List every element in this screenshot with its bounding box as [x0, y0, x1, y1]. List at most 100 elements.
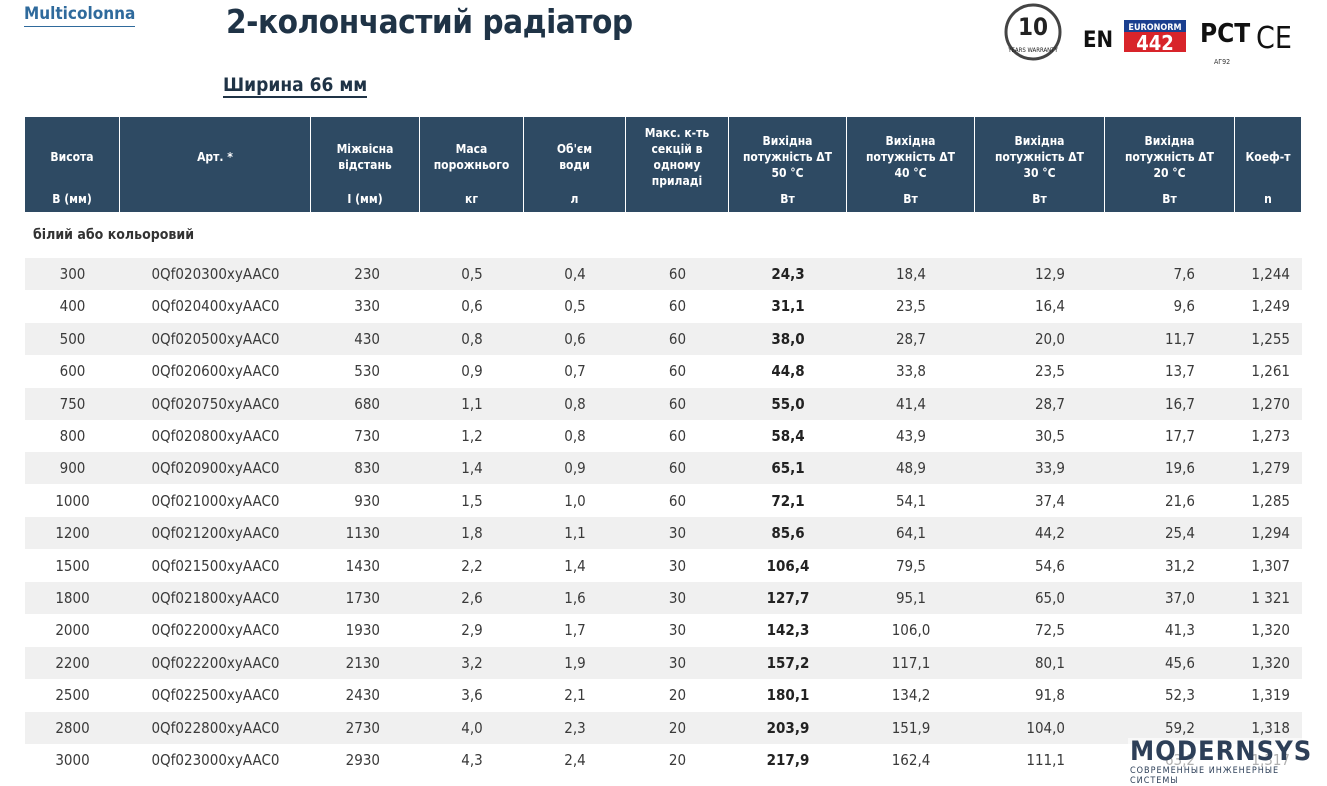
table-cell: 54,1: [895, 491, 927, 510]
warranty-years: 10: [1018, 13, 1048, 41]
table-cell: 0,6: [461, 297, 483, 316]
table-cell: 1,294: [1251, 524, 1290, 543]
table-cell: 30: [668, 524, 687, 543]
table-cell: 60: [668, 329, 687, 348]
table-cell: 72,5: [1034, 621, 1065, 640]
table-cell: 0,7: [564, 362, 586, 381]
header-unit: Вт: [780, 192, 795, 206]
table-cell: 16,4: [1034, 297, 1065, 316]
table-cell: 2730: [345, 718, 380, 737]
header-cell: Арт. *: [120, 117, 311, 212]
table-cell: 0Qf023000xyAAC0: [151, 751, 280, 769]
table-cell: 28,7: [1034, 394, 1065, 413]
table-row: 300 0Qf020300xyAAC0 230 0,5 0,4 60 24,3 18,4 12,…: [25, 258, 1302, 290]
table-cell: 72,1: [771, 491, 805, 510]
header-cell: Вихідна потужність ΔT 40 °C Вт: [847, 117, 975, 212]
table-cell: 1930: [345, 621, 380, 640]
table-cell: 60: [668, 427, 687, 445]
table-row: 800 0Qf020800xyAAC0 730 1,2 0,8 60 58,4 43,9 30,…: [25, 420, 1302, 452]
table-cell: 530: [354, 362, 380, 381]
table-cell: 111,1: [1026, 751, 1065, 769]
table-cell: 18,4: [895, 265, 927, 283]
table-cell: 60: [668, 394, 687, 413]
watermark-tagline: СОВРЕМЕННЫЕ ИНЖЕНЕРНЫЕ СИСТЕМЫ: [1130, 766, 1280, 786]
table-cell: 41,3: [1164, 621, 1195, 640]
table-cell: 117,1: [891, 653, 931, 672]
table-cell: 500: [59, 329, 86, 348]
table-cell: 900: [59, 459, 86, 478]
table-cell: 16,7: [1164, 394, 1195, 413]
euronorm: EURONORM: [1128, 23, 1181, 33]
section-label: білий або кольоровий: [33, 227, 195, 243]
table-cell: 430: [354, 329, 380, 348]
table-row: 750 0Qf020750xyAAC0 680 1,1 0,8 60 55,0 41,4 28,…: [25, 387, 1302, 420]
table-cell: 1000: [55, 491, 90, 510]
table-cell: 0,8: [564, 394, 586, 413]
table-cell: 4,0: [461, 718, 483, 737]
table-cell: 330: [354, 297, 380, 316]
table-cell: 1,320: [1251, 653, 1290, 672]
header-label: Вихідна потужність ΔT 20 °C: [1124, 134, 1215, 180]
table-row: 500 0Qf020500xyAAC0 430 0,8 0,6 60 38,0 28,7 20,…: [25, 322, 1302, 355]
header-cell: Висота B (мм): [25, 117, 120, 212]
table-cell: 13,7: [1164, 362, 1195, 381]
table-cell: 3000: [55, 751, 90, 769]
table-cell: 21,6: [1164, 491, 1195, 510]
table-cell: 930: [354, 491, 380, 510]
table-cell: 54,6: [1034, 556, 1065, 575]
header-unit: n: [1264, 192, 1272, 206]
table-cell: 0,5: [564, 297, 586, 316]
table-cell: 1,1: [564, 524, 586, 543]
table-row: 900 0Qf020900xyAAC0 830 1,4 0,9 60 65,1 48,9 33,…: [25, 452, 1302, 485]
table-cell: 106,4: [766, 556, 810, 575]
header-cell: Макс. к-ть секцій в одному приладі: [626, 117, 729, 212]
header-unit: B (мм): [52, 192, 92, 206]
header-label: Вихідна потужність ΔT 40 °C: [865, 134, 956, 180]
table-cell: 2,4: [564, 751, 586, 769]
table-cell: 1430: [345, 556, 380, 575]
en: EN: [1083, 28, 1113, 53]
table-cell: 0Qf021200xyAAC0: [151, 524, 280, 543]
table-cell: 37,0: [1164, 589, 1195, 607]
table-cell: 0Qf022000xyAAC0: [151, 621, 280, 640]
table-cell: 1,279: [1251, 459, 1290, 478]
table-cell: 60: [668, 362, 687, 381]
header-unit: кг: [465, 192, 478, 206]
table-cell: 20: [668, 751, 687, 769]
table-cell: 59,2: [1164, 718, 1195, 737]
table-cell: 1,318: [1251, 718, 1290, 737]
table-row: 2800 0Qf022800xyAAC0 2730 4,0 2,3 20 203,9 151,…: [25, 711, 1302, 744]
table-cell: 28,7: [895, 329, 927, 348]
norm-box: [1124, 32, 1186, 52]
table-cell: 151,9: [891, 718, 931, 737]
table-cell: 730: [354, 427, 380, 445]
table-cell: 23,5: [1034, 362, 1065, 381]
header-label: Макс. к-ть секцій в одному приладі: [644, 126, 710, 188]
table-cell: 0,5: [461, 265, 483, 283]
table-cell: 0Qf020300xyAAC0: [151, 265, 280, 283]
table-cell: 1130: [345, 524, 380, 543]
table-cell: 12,9: [1034, 265, 1065, 283]
table-cell: 65,1: [771, 459, 805, 478]
table-cell: 60: [668, 491, 687, 510]
subtitle: Ширина 66 мм: [223, 74, 368, 98]
table-cell: 60: [668, 459, 687, 478]
table-cell: 106,0: [891, 621, 931, 640]
watermark-name: MODERNSYS: [1130, 736, 1313, 767]
table-cell: 31,2: [1164, 556, 1195, 575]
table-cell: 0,9: [564, 459, 586, 478]
table-cell: 0,8: [461, 329, 483, 348]
table-row: 2000 0Qf022000xyAAC0 1930 2,9 1,7 30 142,3 106,…: [25, 614, 1302, 647]
header-label: Коеф-т: [1245, 150, 1291, 164]
table-cell: 0Qf020900xyAAC0: [151, 459, 280, 478]
table-cell: 30: [668, 621, 687, 640]
table-cell: 0Qf021000xyAAC0: [151, 491, 280, 510]
title: 2-колончастий радіатор: [226, 2, 633, 41]
table-cell: 0,6: [564, 329, 586, 348]
table-cell: 45,6: [1164, 653, 1195, 672]
table-cell: 91,8: [1034, 686, 1065, 705]
header-label: Висота: [50, 150, 94, 164]
table-row: 1500 0Qf021500xyAAC0 1430 2,2 1,4 30 106,4 79,5…: [25, 549, 1302, 582]
table-cell: 25,4: [1164, 524, 1195, 543]
table-cell: 1,7: [564, 621, 586, 640]
